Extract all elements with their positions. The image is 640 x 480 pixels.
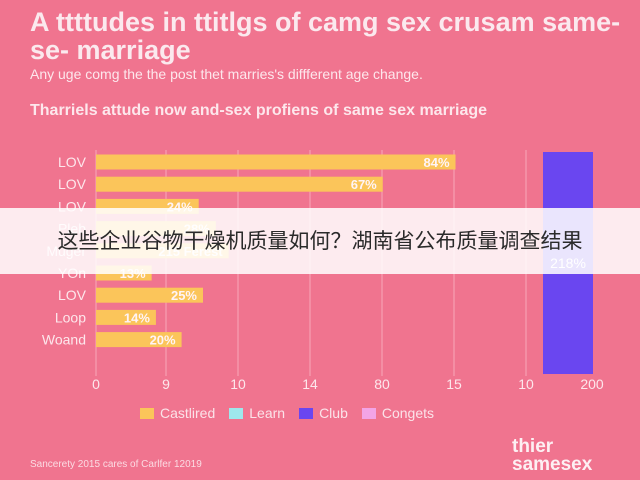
- bar: [96, 176, 383, 192]
- legend-swatch: [299, 407, 314, 419]
- x-tick-label: 80: [374, 376, 390, 392]
- bar-value-label: 20%: [150, 333, 176, 348]
- x-tick-label: 9: [162, 376, 170, 392]
- bar-value-label: 14%: [124, 310, 150, 325]
- category-label: Loop: [55, 309, 86, 325]
- legend-item: Learn: [229, 405, 285, 421]
- legend-swatch: [361, 407, 376, 419]
- legend-swatch: [140, 407, 154, 419]
- x-tick-label: 14: [302, 376, 318, 392]
- x-tick-label: 10: [230, 376, 246, 392]
- overlay-banner[interactable]: [0, 208, 640, 274]
- brand-logo: thier samesex: [512, 436, 622, 475]
- bar-value-label: 84%: [423, 155, 449, 170]
- brand-line-1: thier: [512, 436, 554, 457]
- chart-title: A ttttudes in ttitlgs of camg sex crusam…: [30, 7, 621, 65]
- legend-item: Castlired: [140, 405, 215, 421]
- x-tick-label: 200: [580, 376, 604, 392]
- chart-subtitle: Any uge comg the the post thet marries's…: [30, 66, 423, 82]
- category-label: LOV: [58, 176, 87, 192]
- legend-label: Congets: [381, 405, 435, 421]
- x-tick-label: 0: [92, 376, 100, 392]
- chart-heading: Tharriels attude now and-sex profiens of…: [30, 102, 488, 119]
- bar-value-label: 67%: [351, 177, 377, 192]
- category-label: Woand: [42, 332, 86, 348]
- x-tick-label: 15: [446, 376, 462, 392]
- bar: [96, 154, 456, 170]
- legend-item: Congets: [361, 405, 435, 421]
- legend-label: Learn: [249, 405, 286, 421]
- category-label: LOV: [58, 287, 87, 303]
- category-label: LOV: [58, 154, 87, 170]
- legend-swatch: [229, 407, 244, 419]
- source-note: Sancerety 2015 cares of Carlfer 12019: [30, 459, 202, 470]
- bar: [96, 309, 156, 325]
- legend-label: Club: [319, 405, 348, 421]
- legend-label: Castlired: [160, 405, 216, 421]
- bar: [96, 287, 203, 303]
- brand-line-2: samesex: [512, 454, 593, 475]
- x-tick-label: 10: [518, 376, 534, 392]
- legend-item: Club: [299, 405, 348, 421]
- bar: [96, 332, 182, 348]
- overlay-banner-text[interactable]: 这些企业谷物干燥机质量如何？湖南省公布质量调查结果: [57, 229, 583, 253]
- chart-legend: Castlired Learn Club Congets: [140, 404, 434, 422]
- bar-value-label: 25%: [171, 288, 197, 303]
